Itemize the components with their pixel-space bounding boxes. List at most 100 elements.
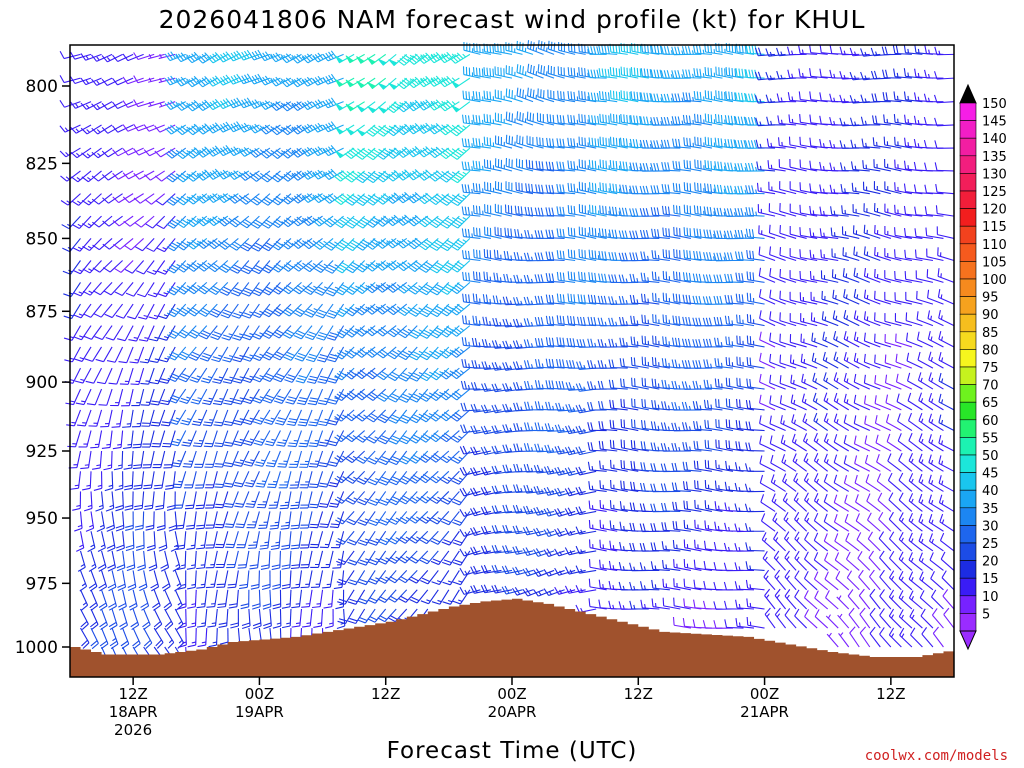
wind-barb	[222, 367, 239, 384]
x-tick-label: 12Z	[624, 685, 653, 703]
wind-barb	[105, 491, 115, 512]
wind-barb	[105, 325, 124, 341]
credit-text: coolwx.com/models	[865, 748, 1008, 764]
wind-barb	[74, 346, 92, 362]
wind-barb	[186, 215, 208, 228]
wind-barb	[208, 628, 218, 648]
wind-barb	[207, 608, 218, 628]
wind-barb	[101, 430, 113, 450]
wind-barb	[88, 409, 103, 427]
wind-barb	[272, 570, 282, 590]
wind-barb	[203, 430, 218, 448]
wind-barb	[190, 388, 208, 405]
wind-barb	[198, 303, 218, 317]
x-tick-label: 20APR	[488, 703, 537, 721]
wind-barb	[214, 450, 229, 468]
wind-barb	[232, 388, 250, 405]
wind-barb	[81, 147, 102, 159]
wind-barb	[160, 409, 176, 427]
wind-barb	[270, 76, 292, 87]
wind-barb	[196, 570, 208, 589]
wind-barb	[251, 589, 261, 610]
colorbar-label: 130	[982, 167, 1007, 182]
wind-barb	[145, 511, 155, 531]
wind-barb	[75, 388, 92, 406]
wind-barb	[89, 589, 99, 611]
wind-barb	[271, 238, 292, 251]
colorbar-swatch	[959, 384, 977, 403]
wind-barb	[242, 325, 260, 341]
wind-barb	[98, 388, 113, 406]
wind-barb	[223, 450, 239, 468]
x-tick-label: 21APR	[740, 703, 789, 721]
wind-barb	[72, 282, 92, 297]
wind-barb	[249, 550, 260, 570]
wind-barb	[97, 531, 106, 553]
colorbar-label: 115	[982, 220, 1007, 235]
wind-barb	[82, 282, 102, 296]
wind-barb	[187, 608, 197, 629]
wind-barb	[206, 589, 218, 608]
wind-barb	[148, 550, 158, 572]
colorbar-swatch	[959, 349, 977, 368]
wind-barb	[224, 511, 239, 529]
wind-barb	[96, 367, 113, 385]
wind-barb	[82, 471, 92, 491]
wind-barb	[123, 238, 145, 251]
wind-barb	[183, 471, 197, 489]
wind-barb	[238, 170, 260, 181]
colorbar-swatch	[959, 577, 977, 597]
wind-barb	[205, 570, 218, 589]
wind-barb	[212, 388, 229, 406]
wind-barb	[146, 238, 166, 252]
colorbar-label: 25	[982, 537, 999, 552]
wind-barb	[88, 550, 97, 572]
wind-barb	[139, 325, 155, 342]
wind-barb	[116, 531, 125, 552]
wind-barb	[102, 193, 123, 204]
colorbar-swatch	[959, 296, 977, 315]
colorbar-label: 35	[982, 502, 999, 517]
wind-barb	[159, 367, 176, 384]
wind-barb	[196, 550, 208, 570]
wind-barb	[242, 367, 260, 383]
colorbar-swatch	[959, 401, 977, 421]
wind-barb	[83, 303, 102, 318]
wind-barb	[144, 491, 155, 511]
x-axis-label: Forecast Time (UTC)	[387, 738, 638, 764]
wind-barb	[175, 124, 197, 136]
wind-barb	[144, 193, 166, 205]
wind-barb	[152, 450, 166, 469]
wind-barb	[233, 430, 250, 447]
wind-barb	[70, 471, 82, 490]
wind-barb	[261, 325, 281, 339]
wind-barb	[186, 147, 208, 159]
wind-barb	[106, 511, 115, 532]
wind-barb	[241, 608, 251, 630]
wind-barb	[82, 238, 102, 252]
wind-barb	[230, 282, 250, 297]
wind-barb	[139, 346, 155, 364]
wind-barb	[228, 170, 250, 180]
wind-barb	[137, 550, 146, 572]
wind-barb	[174, 589, 183, 611]
wind-barb	[80, 627, 90, 649]
wind-barb	[164, 608, 174, 630]
wind-barb	[132, 430, 145, 449]
x-tick-label: 00Z	[245, 685, 274, 703]
wind-barb	[118, 589, 127, 611]
wind-barb	[150, 570, 160, 592]
wind-barb	[146, 260, 166, 275]
wind-barb	[85, 367, 103, 384]
wind-barb	[223, 409, 239, 427]
wind-barb	[93, 471, 103, 491]
y-tick-label: 850	[26, 229, 58, 249]
wind-barb	[259, 124, 281, 135]
wind-barb	[83, 491, 93, 512]
wind-barb	[178, 367, 197, 383]
colorbar-label: 90	[982, 308, 999, 323]
wind-barb	[170, 531, 180, 552]
wind-barb	[267, 471, 281, 489]
wind-barb	[95, 491, 104, 512]
wind-barb	[248, 123, 271, 134]
